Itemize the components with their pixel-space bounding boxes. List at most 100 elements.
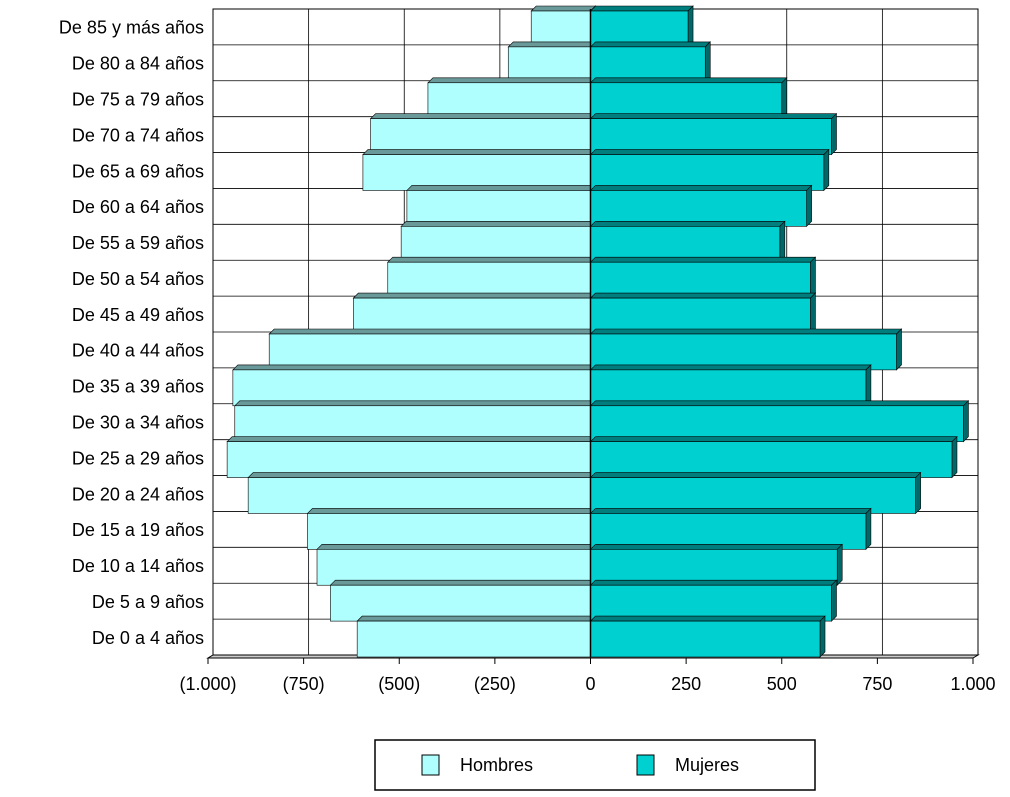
x-tick-label: 500 xyxy=(767,674,797,694)
bar xyxy=(400,226,591,263)
bar xyxy=(247,477,591,514)
x-tick-label: 250 xyxy=(671,674,701,694)
bar-top xyxy=(589,149,830,155)
bar xyxy=(234,405,591,442)
bar-side xyxy=(831,112,837,156)
bar xyxy=(590,46,706,84)
bar-top xyxy=(589,256,817,263)
bar-top xyxy=(232,364,597,371)
bar xyxy=(590,82,783,119)
bar xyxy=(590,513,867,550)
y-tick-label: De 5 a 9 años xyxy=(92,592,204,612)
y-tick-label: De 25 a 29 años xyxy=(72,448,204,468)
bar xyxy=(387,261,591,299)
y-tick-label: De 55 a 59 años xyxy=(72,233,204,253)
bar-top xyxy=(530,5,597,12)
legend xyxy=(374,739,816,791)
bar-side xyxy=(806,184,812,228)
y-tick-label: De 20 a 24 años xyxy=(72,484,204,504)
x-tick-label: (250) xyxy=(474,674,516,694)
bar xyxy=(590,620,821,658)
bar-side xyxy=(951,435,958,479)
bar xyxy=(590,405,964,442)
bar-side xyxy=(865,364,872,407)
bar xyxy=(590,190,807,227)
legend-swatch xyxy=(421,754,440,776)
x-tick-label: 750 xyxy=(862,674,892,694)
bar-top xyxy=(356,615,597,622)
bar-top xyxy=(306,508,597,514)
x-tick-label: (1.000) xyxy=(179,674,236,694)
bar-side xyxy=(687,5,694,48)
bar-top xyxy=(362,149,597,155)
bar-side xyxy=(896,328,902,371)
bar xyxy=(590,549,838,586)
bar-top xyxy=(589,436,958,442)
bar xyxy=(590,118,832,155)
bar xyxy=(268,333,591,371)
bar-side xyxy=(865,507,872,551)
bar-top xyxy=(400,221,597,227)
legend-label: Mujeres xyxy=(675,755,739,775)
bar-top xyxy=(589,508,872,514)
bar-top xyxy=(589,544,843,550)
bar xyxy=(590,441,953,478)
bar-side xyxy=(810,292,816,335)
bar xyxy=(427,82,591,119)
bar-top xyxy=(387,256,597,263)
bar-top xyxy=(268,328,597,335)
bar xyxy=(590,226,781,263)
bar xyxy=(590,369,867,407)
bar xyxy=(316,549,591,586)
bar-side xyxy=(915,471,921,515)
bar-top xyxy=(589,579,838,586)
bar xyxy=(590,584,832,622)
x-tick-label: (500) xyxy=(378,674,420,694)
bar-top xyxy=(589,328,903,335)
bar xyxy=(590,10,689,48)
bar-top xyxy=(589,615,826,622)
bar-top xyxy=(589,5,694,12)
bar xyxy=(370,118,591,155)
bar xyxy=(362,154,591,191)
x-tick-label: (750) xyxy=(283,674,325,694)
y-tick-label: De 65 a 69 años xyxy=(72,161,204,181)
legend-swatch xyxy=(636,754,655,776)
bar xyxy=(226,441,591,478)
bar xyxy=(507,46,591,84)
bar-top xyxy=(427,77,597,84)
y-tick-label: De 75 a 79 años xyxy=(72,89,204,109)
bar-side xyxy=(831,579,837,622)
bar xyxy=(307,513,591,550)
bar-top xyxy=(406,185,597,191)
bar xyxy=(590,297,811,335)
bar xyxy=(356,620,591,658)
legend-label: Hombres xyxy=(460,755,533,775)
bar-top xyxy=(589,221,786,227)
y-tick-label: De 80 a 84 años xyxy=(72,54,204,74)
bar xyxy=(353,297,591,335)
y-tick-label: De 70 a 74 años xyxy=(72,125,204,145)
bar xyxy=(530,10,591,48)
bar xyxy=(590,261,811,299)
x-tick-label: 0 xyxy=(585,674,595,694)
bar-top xyxy=(329,579,597,586)
bar-top xyxy=(589,77,788,84)
bar-top xyxy=(507,41,597,48)
bar-top xyxy=(589,472,922,478)
bar-side xyxy=(963,400,969,443)
y-tick-label: De 60 a 64 años xyxy=(72,197,204,217)
bar-top xyxy=(589,400,970,407)
bar-top xyxy=(247,472,597,478)
y-tick-label: De 15 a 19 años xyxy=(72,520,204,540)
bar-top xyxy=(589,185,813,191)
x-tick-label: 1.000 xyxy=(950,674,995,694)
bar-top xyxy=(234,400,597,407)
bar-top xyxy=(589,364,872,371)
bar-side xyxy=(704,41,711,84)
bar-top xyxy=(589,292,817,299)
bar-top xyxy=(226,436,597,442)
bar-top xyxy=(589,113,838,119)
bar-top xyxy=(352,292,597,299)
